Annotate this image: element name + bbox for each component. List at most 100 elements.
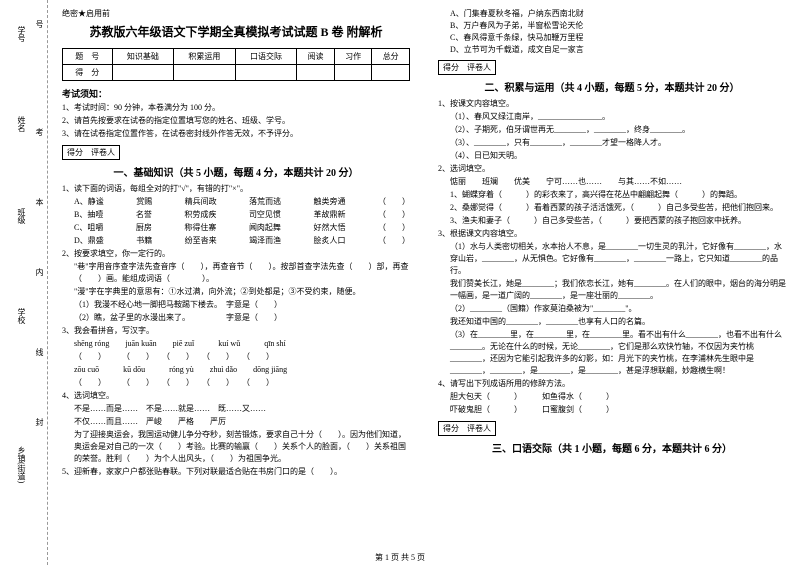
s2q2: 2、选词填空。 [438,163,786,175]
th-6: 总分 [372,49,410,65]
table-row: 得 分 [63,65,410,81]
c: 脍炙人口 [314,235,346,247]
s2q3: 3、根据课文内容填空。 [438,228,786,240]
notice-2: 2、请首先按要求在试卷的指定位置填写您的姓名、班级、学号。 [62,115,410,127]
q2d: （1）我漫不经心地一脚把马鞍踢下楼去。 字意是（ ） [62,299,410,311]
seal-ben: 本 [34,198,45,206]
s2q3b: 我们赞美长江，她是________；我们依恋长江，她有________。在人们的… [438,278,786,302]
page-footer: 第 1 页 共 5 页 [0,552,800,563]
opt-c: C、春风得意千条绿，快马加鞭万里程 [438,32,786,44]
q3br2: （ ） （ ） （ ） （ ） （ ） [62,377,410,389]
q2c: "漫"字在字典里的意思有：①水过满，向外流；②到处都是；③不受约束，随便。 [62,286,410,298]
td-1 [112,65,174,81]
seal-hao: 号 [34,20,45,28]
s2q3a: （1）水与人类密切相关，水本抬人不息，是________一切生灵的乳汁，它好像有… [438,241,786,277]
s2q2a: 惦丽 班斓 优美 宁可……也…… 与其……不如…… [438,176,786,188]
seal-feng: 封 [34,418,45,426]
s2q3e: （3）在________里，在________里，在________里。看不出有… [438,329,786,377]
th-1: 知识基础 [112,49,174,65]
c: 积劳成疾 [184,209,216,221]
c: 革故鼎新 [313,209,345,221]
th-2: 积累运用 [174,49,236,65]
notice-1: 1、考试时间：90 分钟，本卷满分为 100 分。 [62,102,410,114]
q3py: shēng róng juān kuān piē zuǐ kuí wǔ qīn … [62,338,410,350]
q4: 4、选词填空。 [62,390,410,402]
s2q1: 1、按课文内容填空。 [438,98,786,110]
margin-label-xingming: 姓名 [16,116,27,132]
exam-title: 苏教版六年级语文下学期全真模拟考试试题 B 卷 附解析 [62,23,410,40]
c: A、静谧 [74,196,104,208]
c: 触类旁通 [314,196,346,208]
s2q1d: （4）、日已知天明。 [438,150,786,162]
section3-title: 三、口语交际（共 1 小题，每题 6 分，本题共计 6 分） [438,440,786,455]
s2q2c: 2、桑娜觉得（ ）看着西蒙的孩子活活饿死，（ ）自己多受些苦，把他们抱回来。 [438,202,786,214]
c: 书籍 [136,235,152,247]
c: 好然大悟 [313,222,345,234]
c: 精兵间政 [185,196,217,208]
c: C、咀嚼 [74,222,103,234]
q1: 1、读下面的词语，每组全对的打"√"，有错的打"×"。 [62,183,410,195]
th-3: 口语交际 [235,49,297,65]
c: （ ） [378,235,410,247]
q4b: 不仅……而且…… 严峻 严格 严厉 [62,416,410,428]
c: 赏赐 [136,196,152,208]
margin-label-xuehao: 学号 [16,26,27,42]
s2q3c: （2）________（国籍）作家莫泊桑被为"________"。 [438,303,786,315]
q2e: （2）瞧，盆子里的水漫出来了。 字意是（ ） [62,312,410,324]
opt-d: D、立节可为千载道，成文自足一家言 [438,44,786,56]
td-2 [174,65,236,81]
c: 闻肉起舞 [249,222,281,234]
c: （ ） [378,209,410,221]
q1-rowB: B、抽噎 名誉 积劳成疾 司空见惯 革故鼎新 （ ） [62,209,410,221]
opt-b: B、万户春风为子弟，半窗松雪论天伦 [438,20,786,32]
q1-rowD: D、鼎盛 书籍 纷至沓来 竭泽而渔 脍炙人口 （ ） [62,235,410,247]
c: （ ） [378,196,410,208]
seal-nei: 内 [34,268,45,276]
section2-title: 二、积累与运用（共 4 小题，每题 5 分，本题共计 20 分） [438,79,786,94]
section1-title: 一、基础知识（共 5 小题，每题 4 分，本题共计 20 分） [62,164,410,179]
binding-margin: 学号 姓名 班级 学校 乡镇(街道) 号 考 本 内 线 封 [0,0,48,565]
c: 竭泽而渔 [249,235,281,247]
td-6 [372,65,410,81]
q2b: "巷"字用音序查字法先查音序（ ），再查音节（ ）。按部首查字法先查（ ）部，再… [62,261,410,285]
table-row: 题 号 知识基础 积累运用 口语交际 阅读 习作 总分 [63,49,410,65]
notice-heading: 考试须知： [62,87,410,100]
td-3 [235,65,297,81]
q3py2: zōu cuō kū dōu róng yù zhuì dǎo dōng jiā… [62,364,410,376]
s2q2b: 1、蝴蝶穿着（ ）的彩衣来了，高兴得在花丛中翩翩起舞（ ）的舞蹈。 [438,189,786,201]
s2q1c: （3）、________，只有________，________才望一格降人才。 [438,137,786,149]
s2q4b: 吓破鬼胆（ ） 口蜜腹剑（ ） [438,404,786,416]
c: 厨房 [136,222,152,234]
right-column: A、门集春夏秋冬福，户纳东西南北财 B、万户春风为子弟，半窗松雪论天伦 C、春风… [424,0,800,565]
s2q4a: 胆大包天（ ） 如鱼得水（ ） [438,391,786,403]
th-5: 习作 [334,49,372,65]
s2q1b: （2）、子期死，伯牙谓世再无________，________，终身______… [438,124,786,136]
q1-rowA: A、静谧 赏赐 精兵间政 落荒而逃 触类旁通 （ ） [62,196,410,208]
s2q4: 4、请写出下列成语所用的修辞方法。 [438,378,786,390]
s2q3d: 我还知道中国的________，________也享有人口的名篇。 [438,316,786,328]
s2q2d: 3、渔夫和妻子（ ）自己多受些苦，（ ）要把西蒙的孩子抱回家中抚养。 [438,215,786,227]
content-area: 绝密★启用前 苏教版六年级语文下学期全真模拟考试试题 B 卷 附解析 题 号 知… [48,0,800,565]
th-0: 题 号 [63,49,113,65]
td-0: 得 分 [63,65,113,81]
score-box-1: 得分 评卷人 [62,145,120,160]
margin-label-xuexiao: 学校 [16,308,27,324]
q3: 3、我会看拼音，写汉字。 [62,325,410,337]
c: 司空见惯 [249,209,281,221]
td-4 [297,65,335,81]
left-column: 绝密★启用前 苏教版六年级语文下学期全真模拟考试试题 B 卷 附解析 题 号 知… [48,0,424,565]
c: 称得住寨 [184,222,216,234]
s2q1a: （1）、春风又绿江南岸，________________。 [438,111,786,123]
c: 名誉 [136,209,152,221]
margin-label-banji: 班级 [16,208,27,224]
th-4: 阅读 [297,49,335,65]
c: （ ） [378,222,410,234]
score-table: 题 号 知识基础 积累运用 口语交际 阅读 习作 总分 得 分 [62,48,410,81]
td-5 [334,65,372,81]
c: 落荒而逃 [249,196,281,208]
secret-label: 绝密★启用前 [62,8,410,19]
q5: 5、迎新春，家家户户都张贴春联。下列对联最适合贴在书房门口的是（ ）。 [62,466,410,478]
q2a: 2、按要求填空，你一定行的。 [62,248,410,260]
opt-a: A、门集春夏秋冬福，户纳东西南北财 [438,8,786,20]
seal-xian: 线 [34,348,45,356]
